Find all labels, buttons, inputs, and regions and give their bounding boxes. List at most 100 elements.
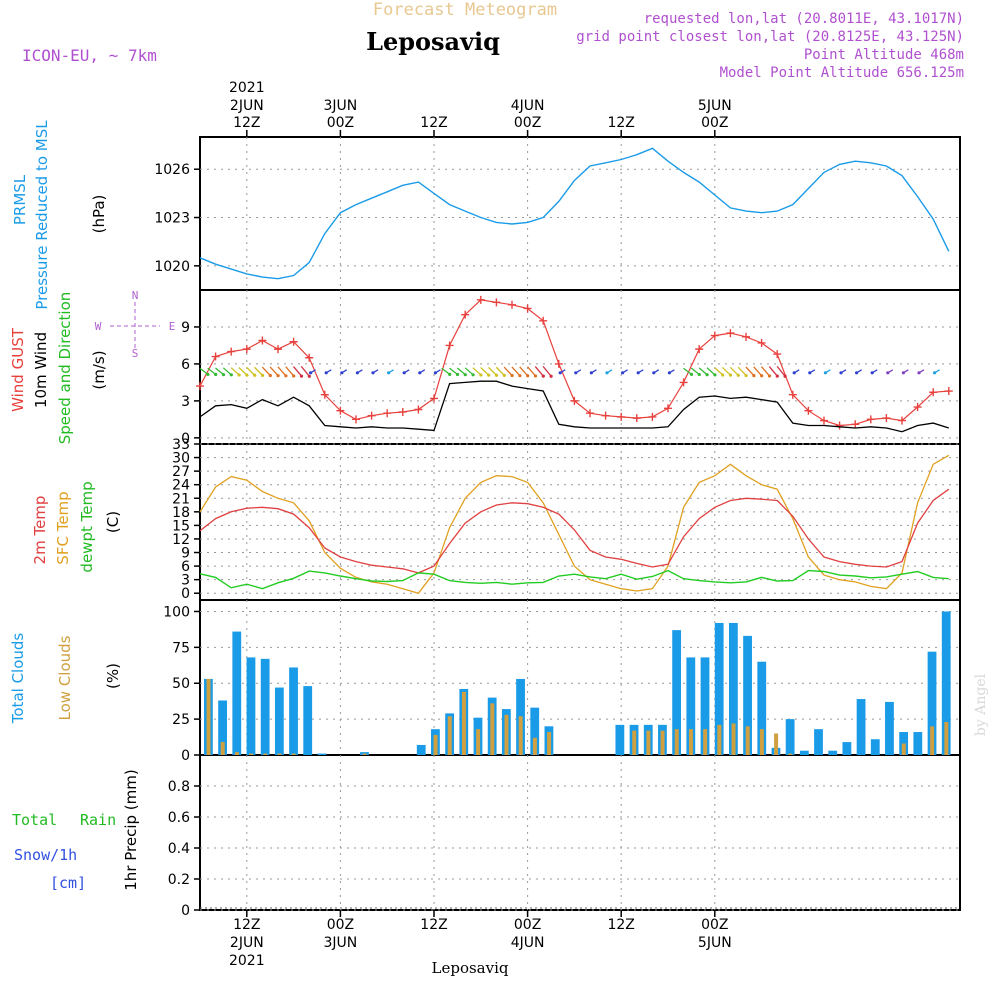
top-hour-4: 12Z — [607, 115, 634, 131]
location-title: Leposaviq — [366, 27, 500, 56]
wind-arrow-head-63 — [697, 372, 701, 377]
wind-arrow-head-38 — [502, 373, 506, 377]
wind-arrow-head-42 — [533, 374, 538, 378]
wind-arrow-head-62 — [689, 372, 694, 376]
low-cloud-bar-20 — [490, 703, 495, 755]
wind-gust-line — [199, 299, 949, 427]
gust-marker-10 — [352, 415, 360, 424]
wind-arrow-5 — [238, 367, 248, 376]
gust-marker-40 — [820, 416, 828, 425]
rain-label: Rain — [80, 811, 116, 829]
wind-arrow-38 — [495, 366, 505, 376]
wind-arrow-63 — [690, 367, 700, 376]
bottom-day-0: 2JUN — [230, 935, 264, 951]
low-cloud-bar-19 — [476, 729, 481, 755]
bottom-year-0: 2021 — [229, 953, 265, 969]
cm-label: [cm] — [50, 874, 86, 892]
total-cloud-bar-50 — [913, 732, 923, 755]
wind-arrow-head-86 — [870, 371, 874, 375]
gust-marker-20 — [508, 300, 516, 309]
wind-speed-dir-label: Speed and Direction — [56, 292, 74, 445]
ytick-label-temp-18: 18 — [172, 505, 190, 521]
wind-arrow-40 — [511, 366, 521, 377]
wind-arrow-39 — [503, 366, 513, 376]
total-cloud-bar-52 — [941, 611, 951, 755]
ytick-label-temp-15: 15 — [172, 518, 190, 534]
wind-arrow-head-76 — [792, 371, 796, 375]
wind-arrow-head-22 — [371, 371, 375, 375]
gust-marker-6 — [289, 337, 298, 346]
low-cloud-bar-39 — [759, 729, 764, 755]
wind-arrow-head-30 — [433, 371, 437, 375]
wind-arrow-head-73 — [775, 374, 779, 378]
plot-layer: 1020102310260369036912151821242730330255… — [154, 80, 961, 969]
ytick-label-wind-3: 3 — [181, 394, 190, 410]
top-hour-0: 12Z — [233, 115, 260, 131]
wind-labels: Wind GUST 10m Wind Speed and Direction (… — [9, 289, 175, 444]
bottom-day-3: 4JUN — [511, 935, 545, 951]
gust-marker-31 — [679, 378, 688, 387]
gust-marker-12 — [383, 409, 392, 418]
total-cloud-bar-7 — [303, 686, 313, 755]
wind-arrow-head-41 — [526, 374, 530, 378]
low-cloud-bar-49 — [901, 743, 906, 755]
ytick-label-precip-0.4: 0.4 — [168, 841, 190, 857]
wind-arrow-head-56 — [636, 371, 640, 375]
snow-label: Snow/1h — [14, 846, 77, 864]
panel-frame-pressure — [199, 136, 961, 291]
gust-marker-36 — [757, 338, 766, 347]
bottom-hour-2: 12Z — [420, 917, 447, 933]
total-cloud-bar-48 — [885, 701, 894, 755]
wind-arrow-31 — [441, 367, 451, 375]
ms-unit: (m/s) — [90, 350, 108, 389]
total-cloud-bar-47 — [870, 739, 880, 755]
chart-title: Forecast Meteogram — [373, 0, 557, 20]
wind-arrow-head-9 — [276, 374, 280, 378]
total-cloud-bar-29 — [615, 724, 625, 755]
wind-arrow-43 — [534, 366, 544, 377]
wind-arrow-42 — [527, 366, 536, 377]
wind-arrow-36 — [480, 367, 490, 376]
low-cloud-bar-51 — [930, 726, 935, 755]
sfc-temp-line — [199, 454, 950, 594]
pressure-labels: PRMSL Pressure Reduced to MSL (hPa) — [11, 120, 108, 310]
wind-arrow-44 — [542, 365, 552, 377]
total-label: Total — [12, 811, 57, 829]
total-cloud-bar-2 — [232, 631, 242, 755]
low-cloud-bar-3 — [249, 753, 254, 755]
panel-frame-wind — [199, 289, 961, 445]
precip-labels: Total Rain Snow/1h [cm] 1hr Precip (mm) — [12, 769, 140, 892]
ytick-label-precip-0.2: 0.2 — [168, 872, 190, 888]
compass-e: E — [169, 320, 176, 333]
gust-marker-39 — [804, 406, 813, 415]
model-label: ICON-EU, ~ 7km — [22, 46, 157, 65]
wind-arrow-35 — [472, 367, 482, 376]
total-cloud-bar-39 — [757, 661, 767, 755]
wind-arrow-head-1 — [214, 372, 218, 377]
low-cloud-bar-36 — [717, 724, 722, 755]
wind-arrow-head-31 — [448, 372, 452, 376]
bottom-hour-1: 00Z — [327, 917, 354, 933]
gust-marker-1 — [211, 352, 220, 361]
wind-arrow-head-65 — [713, 373, 717, 377]
total-cloud-bar-51 — [927, 651, 937, 755]
gust-marker-35 — [742, 332, 750, 341]
bottom-hour-0: 12Z — [233, 917, 260, 933]
ytick-label-clouds-50: 50 — [172, 676, 190, 692]
wind-10m-label: 10m Wind — [32, 332, 50, 408]
wind-arrow-head-6 — [253, 373, 257, 377]
total-cloud-bar-38 — [743, 635, 752, 755]
wind-arrow-41 — [519, 366, 529, 377]
wind-arrow-head-92 — [917, 371, 921, 375]
ytick-label-temp-3: 3 — [181, 573, 190, 589]
panel-frame-temp — [199, 443, 961, 601]
wind-arrow-74 — [776, 365, 786, 377]
low-cloud-bar-17 — [447, 716, 452, 755]
ytick-label-wind-0: 0 — [181, 431, 190, 447]
wind-arrow-71 — [753, 366, 763, 377]
gust-marker-41 — [835, 421, 844, 430]
wind-arrow-12 — [293, 366, 302, 377]
wind-arrow-head-2 — [221, 373, 226, 377]
wind-arrow-70 — [745, 366, 755, 377]
